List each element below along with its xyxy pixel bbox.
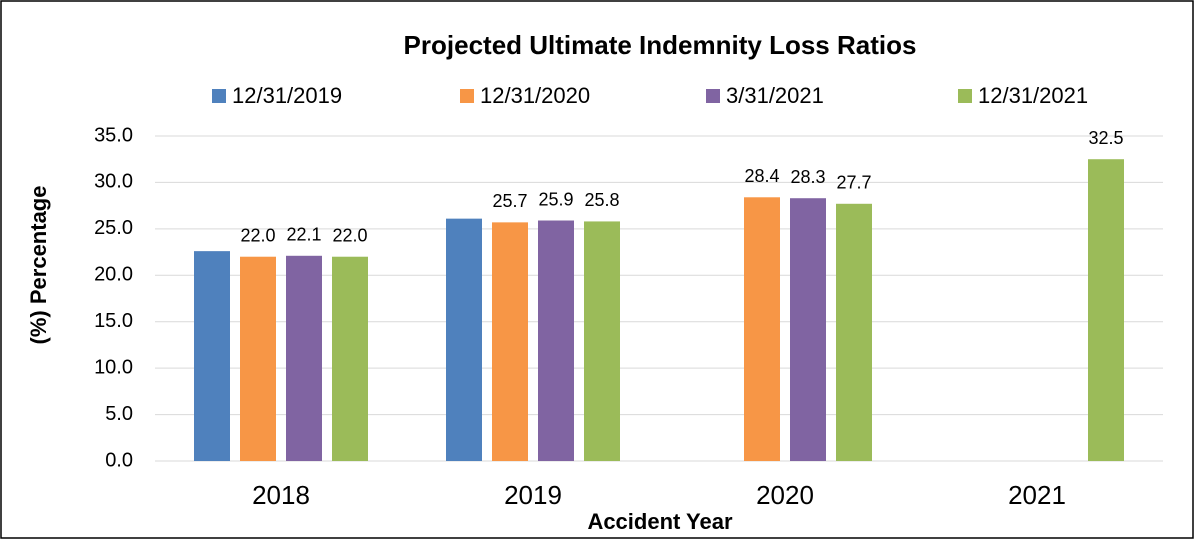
- data-label: 22.0: [332, 225, 367, 245]
- legend-label: 3/31/2021: [726, 83, 824, 108]
- data-label: 27.7: [836, 173, 871, 193]
- x-tick-label: 2019: [504, 480, 562, 510]
- data-label: 22.0: [240, 225, 275, 245]
- legend-label: 12/31/2021: [978, 83, 1088, 108]
- bar: [194, 251, 230, 461]
- legend-swatch: [212, 89, 226, 103]
- bar: [240, 256, 276, 461]
- bar: [790, 198, 826, 461]
- y-tick-label: 5.0: [105, 403, 133, 425]
- y-tick-label: 20.0: [94, 264, 133, 286]
- legend-swatch: [958, 89, 972, 103]
- data-label: 25.9: [538, 189, 573, 209]
- bar: [332, 256, 368, 461]
- y-tick-label: 15.0: [94, 310, 133, 332]
- y-tick-label: 30.0: [94, 171, 133, 193]
- y-tick-label: 10.0: [94, 356, 133, 378]
- x-axis-title: Accident Year: [587, 509, 733, 534]
- bar: [538, 220, 574, 461]
- bar: [744, 197, 780, 462]
- chart-title: Projected Ultimate Indemnity Loss Ratios: [404, 30, 917, 60]
- bar: [446, 218, 482, 461]
- bar: [1088, 159, 1124, 461]
- x-tick-label: 2018: [252, 480, 310, 510]
- bar: [836, 203, 872, 462]
- data-label: 28.3: [790, 167, 825, 187]
- bar: [286, 255, 322, 461]
- legend-swatch: [706, 89, 720, 103]
- data-label: 32.5: [1088, 128, 1123, 148]
- y-tick-label: 35.0: [94, 124, 133, 146]
- data-label: 25.8: [584, 190, 619, 210]
- x-tick-label: 2021: [1008, 480, 1066, 510]
- y-tick-label: 25.0: [94, 217, 133, 239]
- legend-swatch: [460, 89, 474, 103]
- x-tick-label: 2020: [756, 480, 814, 510]
- data-label: 25.7: [492, 191, 527, 211]
- y-axis-title: (%) Percentage: [26, 186, 51, 345]
- data-label: 22.1: [286, 225, 321, 245]
- data-label: 28.4: [744, 166, 779, 186]
- bar: [492, 222, 528, 461]
- bar: [584, 221, 620, 461]
- legend-label: 12/31/2019: [232, 83, 342, 108]
- legend-label: 12/31/2020: [480, 83, 590, 108]
- y-tick-label: 0.0: [105, 449, 133, 471]
